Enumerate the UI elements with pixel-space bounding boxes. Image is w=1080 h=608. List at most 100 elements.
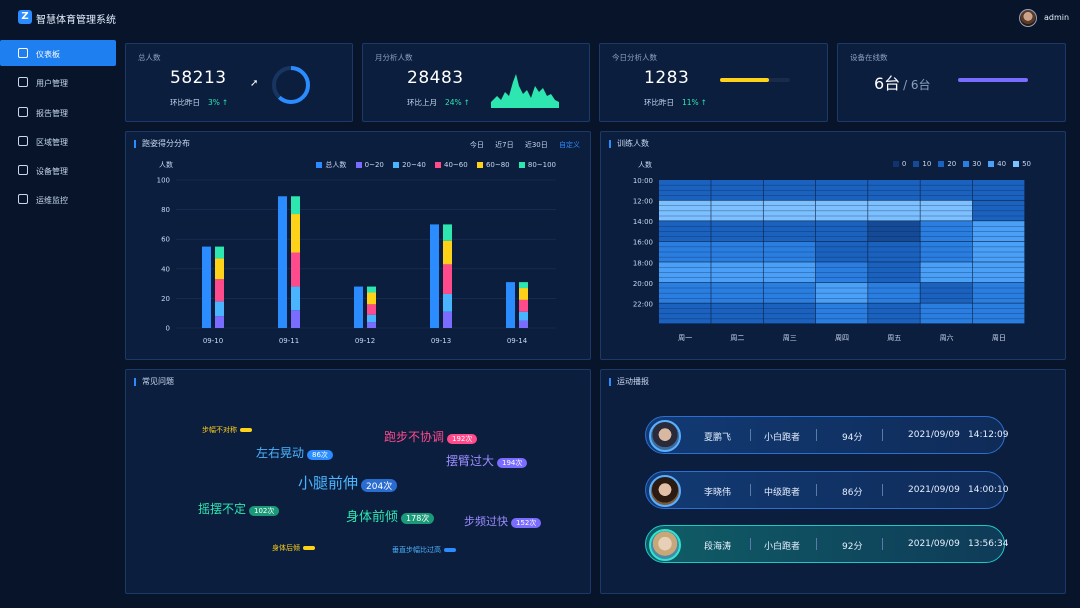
heatmap-cell [815, 303, 868, 324]
app-logo-icon: Z [18, 10, 32, 24]
activity-broadcast-panel: 运动播报 夏鹏飞 小白跑者 94分 2021/09/09 14:12:09 李晓… [600, 369, 1066, 594]
heatmap-cell [972, 180, 1025, 200]
x-tick-label: 周四 [835, 334, 849, 342]
sidebar-item-dashboard[interactable]: 仪表板 [0, 40, 116, 66]
date: 2021/09/09 [908, 539, 960, 549]
stat-card-today: 今日分析人数 1283 环比昨日 11% ↑ [599, 43, 828, 122]
heatmap-cell [763, 241, 816, 262]
heatmap-cell [659, 180, 711, 200]
range-tab-7d[interactable]: 近7日 [495, 141, 514, 149]
issue-word[interactable]: 垂直步幅比过高 [392, 545, 456, 555]
device-icon [18, 165, 28, 176]
bar-total [354, 286, 363, 328]
user-avatar[interactable] [1019, 9, 1037, 27]
person-name: 夏鹏飞 [704, 433, 732, 443]
issue-word[interactable]: 摇摆不定 102次 [198, 500, 280, 517]
issue-word[interactable]: 跑步不协调 192次 [384, 428, 478, 445]
range-tab-today[interactable]: 今日 [469, 141, 484, 149]
issue-word[interactable]: 步幅不对称 [202, 425, 252, 435]
heatmap-cell [868, 262, 920, 283]
sidebar-item-regions[interactable]: 区域管理 [0, 128, 118, 154]
legend-item: 80~100 [518, 161, 556, 169]
count-badge [444, 547, 456, 552]
legend-item: 20~40 [393, 161, 426, 169]
date: 2021/09/09 [908, 430, 960, 440]
activity-card[interactable]: 李晓伟 中级跑者 86分 2021/09/09 14:00:10 [645, 471, 1008, 509]
heatmap-cell [763, 221, 816, 242]
sidebar-item-monitor[interactable]: 运维监控 [0, 186, 118, 212]
issue-word[interactable]: 步频过快 152次 [464, 513, 542, 529]
heatmap-cell [763, 180, 816, 200]
heatmap-cell [711, 241, 763, 262]
stat-card-total: 总人数 58213 环比昨日 3% ↑ ➚ [125, 43, 353, 122]
issue-word[interactable]: 左右晃动 86次 [256, 444, 333, 461]
bar-segment [443, 264, 452, 294]
stat-value: 58213 [170, 68, 227, 88]
count-badge [303, 545, 315, 550]
x-tick-label: 周六 [940, 333, 954, 342]
count-badge: 86次 [307, 449, 333, 460]
heatmap-cell [920, 180, 973, 200]
issue-word[interactable]: 摆臂过大 194次 [446, 452, 528, 469]
person-name: 李晓伟 [704, 488, 732, 498]
y-tick-label: 20 [161, 295, 170, 303]
x-tick-label: 周三 [783, 334, 797, 342]
stat-sub: 环比昨日 11% ↑ [644, 98, 707, 107]
heatmap-cell [868, 221, 920, 242]
heatmap-cell [659, 241, 711, 262]
username[interactable]: admin [1044, 13, 1070, 22]
range-tab-custom[interactable]: 自定义 [559, 141, 580, 149]
score: 86分 [842, 488, 863, 498]
sidebar-item-label: 用户管理 [36, 79, 68, 89]
sidebar-item-users[interactable]: 用户管理 [0, 69, 118, 95]
heatmap-cell [972, 262, 1025, 283]
bar-total [278, 196, 287, 328]
sidebar-item-reports[interactable]: 报告管理 [0, 99, 118, 125]
x-tick-label: 周一 [678, 334, 692, 342]
heatmap-cell [815, 262, 868, 283]
sidebar-item-devices[interactable]: 设备管理 [0, 157, 118, 183]
activity-card[interactable]: 段海涛 小白跑者 92分 2021/09/09 13:56:34 [645, 525, 1008, 563]
bar-segment [215, 301, 224, 317]
bar-total [430, 224, 439, 328]
x-tick-label: 09-14 [507, 337, 528, 345]
y-tick-label: 22:00 [633, 300, 653, 308]
heatmap-cell [711, 180, 763, 200]
bar-segment [215, 258, 224, 280]
issue-word[interactable]: 身体前倾 178次 [346, 506, 435, 525]
avatar [649, 475, 681, 507]
app-title: 智慧体育管理系统 [36, 15, 116, 26]
legend-item: 50 [1013, 160, 1031, 168]
y-tick-label: 20:00 [633, 280, 653, 288]
heatmap-cell [659, 262, 711, 283]
progress-bar-fill [720, 78, 769, 82]
count-badge: 204次 [361, 479, 398, 492]
y-tick-label: 10:00 [633, 177, 653, 185]
heatmap-cell [868, 200, 920, 221]
heatmap-cell [920, 282, 973, 303]
y-tick-label: 14:00 [633, 218, 653, 226]
stat-label: 今日分析人数 [612, 53, 657, 62]
heatmap-cell [815, 241, 868, 262]
bar-segment [443, 240, 452, 265]
bar-segment [519, 288, 528, 300]
x-tick-label: 09-10 [203, 337, 223, 345]
heatmap-cell [815, 221, 868, 242]
stat-value: 1283 [644, 68, 690, 88]
issue-word[interactable]: 小腿前伸 204次 [298, 472, 398, 493]
score-bar-chart: 人数 0 20 40 60 80 100 09-10 09-11 09-12 09-13 09-14 [157, 160, 556, 345]
stat-label: 设备在线数 [850, 53, 888, 62]
heatmap-cell [659, 200, 711, 221]
heatmap-cell [711, 221, 763, 242]
users-icon [18, 77, 28, 88]
x-tick-label: 09-11 [279, 337, 299, 345]
issue-word[interactable]: 身体后倾 [272, 543, 315, 553]
panel-title: 常见问题 [134, 378, 174, 386]
x-tick-label: 周五 [887, 334, 901, 342]
heatmap-cell [972, 200, 1025, 221]
activity-card[interactable]: 夏鹏飞 小白跑者 94分 2021/09/09 14:12:09 [645, 416, 1008, 454]
range-tab-30d[interactable]: 近30日 [524, 141, 548, 149]
issue-word-cloud: 步幅不对称 跑步不协调 192次左右晃动 86次 摆臂过大 194次小腿前伸 204次摇摆不… [126, 370, 592, 595]
x-tick-label: 周二 [730, 334, 744, 342]
bar-segment [443, 311, 452, 328]
